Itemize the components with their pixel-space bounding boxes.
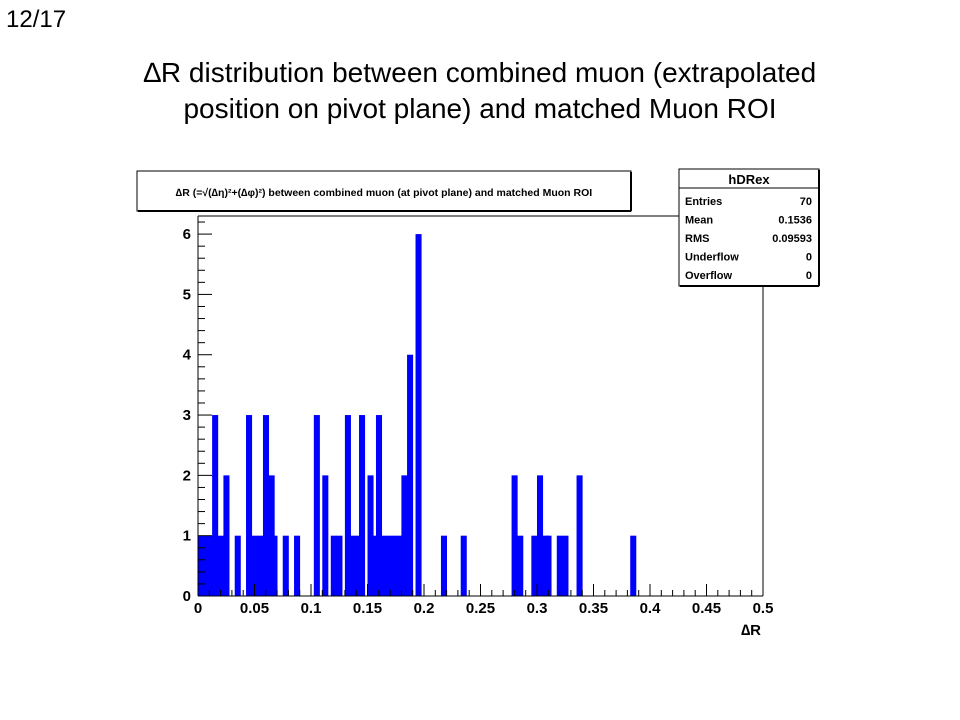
x-tick-label: 0.1 xyxy=(301,600,322,617)
stats-box: hDRex Entries 70 Mean 0.1536 RMS 0.09593 Under… xyxy=(678,168,820,287)
histogram-bar xyxy=(257,535,264,596)
stats-row-label: Overflow xyxy=(685,270,733,282)
stats-row-value: 70 xyxy=(800,196,812,208)
y-tick-label: 6 xyxy=(183,226,191,243)
slide-title: ∆R distribution between combined muon (e… xyxy=(0,55,960,127)
histogram-bar xyxy=(350,535,357,596)
stats-rows: Entries 70 Mean 0.1536 RMS 0.09593 Underflow 0 O… xyxy=(685,196,812,282)
histogram-bar xyxy=(282,535,289,596)
x-tick-label: 0.5 xyxy=(753,600,774,617)
histogram-bar xyxy=(359,415,366,596)
histogram-bar xyxy=(562,535,569,596)
histogram-bar xyxy=(511,475,518,596)
histogram-bar xyxy=(381,535,388,596)
histogram-bar xyxy=(367,475,374,596)
x-tick-label: 0.25 xyxy=(466,600,495,617)
stats-row-value: 0 xyxy=(806,252,812,264)
histogram-bar xyxy=(234,535,241,596)
x-tick-label: 0.3 xyxy=(527,600,548,617)
histogram-bar xyxy=(545,535,552,596)
stats-row-label: RMS xyxy=(685,233,709,245)
histogram-bar xyxy=(212,415,219,596)
stats-row-label: Underflow xyxy=(685,252,739,264)
x-tick-label: 0.45 xyxy=(692,600,721,617)
axes: 0 0.05 0.1 0.15 0.2 0.25 0.3 0.35 0.4 0.45 0.5 0 1 2 3… xyxy=(183,215,774,639)
histogram-bar xyxy=(322,475,329,596)
histogram-bars xyxy=(198,234,637,596)
y-tick-label: 3 xyxy=(183,407,191,424)
x-tick-label: 0.4 xyxy=(640,600,662,617)
slide-title-line-2: position on pivot plane) and matched Muo… xyxy=(183,93,777,124)
histogram-bar xyxy=(246,415,253,596)
y-tick-label: 4 xyxy=(183,347,192,364)
x-tick-label: 0.05 xyxy=(240,600,269,617)
y-tick-label: 5 xyxy=(183,286,191,303)
histogram-bar xyxy=(330,535,337,596)
stats-row-value: 0.1536 xyxy=(778,215,812,227)
stats-box-name: hDRex xyxy=(728,172,770,187)
histogram-bar xyxy=(517,535,524,596)
histogram-bar xyxy=(344,415,351,596)
histogram-bar xyxy=(251,535,258,596)
x-tick-label: 0.2 xyxy=(414,600,435,617)
x-tick-label: 0.15 xyxy=(353,600,382,617)
stats-row-label: Mean xyxy=(685,215,713,227)
histogram-bar xyxy=(401,475,408,596)
histogram-bar xyxy=(271,535,278,596)
x-axis-label: ∆R xyxy=(741,622,761,639)
histogram-bar xyxy=(440,535,447,596)
x-tick-label: 0.35 xyxy=(579,600,608,617)
histogram-title: ∆R (=√(∆η)²+(∆φ)²) between combined muon… xyxy=(176,187,592,199)
stats-row-value: 0.09593 xyxy=(772,233,812,245)
histogram-bar xyxy=(387,535,394,596)
histogram-bar xyxy=(556,535,563,596)
histogram-bar xyxy=(392,535,399,596)
histogram-title-box: ∆R (=√(∆η)²+(∆φ)²) between combined muon… xyxy=(136,170,632,212)
slide-title-line-1: ∆R distribution between combined muon (e… xyxy=(143,57,817,88)
histogram-bar xyxy=(313,415,320,596)
histogram-bar xyxy=(537,475,544,596)
histogram-bar xyxy=(630,535,637,596)
histogram-bar xyxy=(576,475,583,596)
histogram-bar xyxy=(223,475,230,596)
slide-page-number: 12/17 xyxy=(6,6,67,33)
stats-row-label: Entries xyxy=(685,196,722,208)
histogram-bar xyxy=(460,535,467,596)
histogram-bar xyxy=(294,535,301,596)
histogram-bar xyxy=(198,535,205,596)
histogram-bar xyxy=(217,535,224,596)
histogram-bar xyxy=(407,354,414,596)
histogram-bar xyxy=(415,234,422,596)
histogram-bar xyxy=(203,535,210,596)
y-tick-label: 2 xyxy=(183,467,191,484)
histogram-bar xyxy=(375,415,383,596)
histogram-bar xyxy=(336,535,343,596)
x-tick-label: 0 xyxy=(194,600,202,617)
stats-row-value: 0 xyxy=(806,270,812,282)
histogram-bar xyxy=(531,535,538,596)
y-tick-label: 0 xyxy=(183,588,191,605)
y-tick-label: 1 xyxy=(183,528,191,545)
histogram-bar xyxy=(262,415,270,596)
